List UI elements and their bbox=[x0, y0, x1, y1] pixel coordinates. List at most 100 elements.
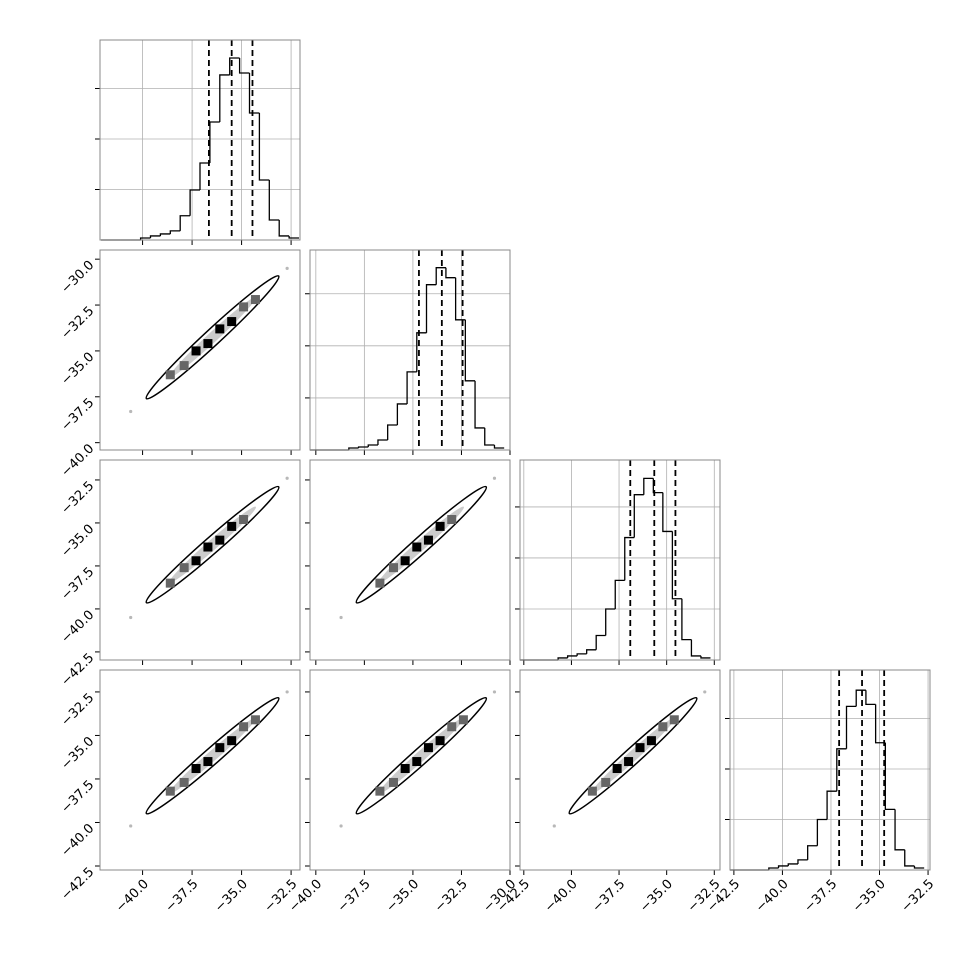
density-cell bbox=[635, 743, 645, 753]
density-cell bbox=[165, 370, 175, 380]
density-cell bbox=[646, 736, 656, 746]
histogram-step bbox=[258, 113, 270, 181]
x-tick-label: −35.0 bbox=[212, 877, 251, 916]
sample-point bbox=[129, 824, 133, 828]
density-cell bbox=[227, 521, 237, 531]
sample-point bbox=[285, 476, 289, 480]
x-tick-label: −35.0 bbox=[637, 877, 676, 916]
histogram-step bbox=[777, 865, 789, 868]
sample-point bbox=[552, 824, 556, 828]
histogram-step bbox=[595, 634, 606, 650]
x-tick-label: −37.5 bbox=[801, 877, 840, 916]
density-cell bbox=[239, 515, 249, 525]
x-tick-label: −40.0 bbox=[113, 877, 152, 916]
panel-frame bbox=[729, 669, 931, 871]
density-cell bbox=[165, 786, 175, 796]
histogram-step bbox=[377, 439, 388, 445]
y-tick-label: −32.5 bbox=[59, 304, 98, 343]
histogram-step bbox=[845, 705, 857, 749]
sample-point bbox=[129, 615, 133, 620]
histogram-step bbox=[169, 230, 181, 234]
y-tick-label: −30.0 bbox=[59, 258, 98, 297]
histogram-step bbox=[229, 57, 240, 75]
histogram-step bbox=[605, 608, 616, 636]
sample-point bbox=[703, 690, 707, 694]
density-cell bbox=[447, 722, 457, 732]
panel-frame bbox=[519, 669, 721, 871]
histogram-step bbox=[633, 494, 644, 538]
density-cell bbox=[215, 535, 225, 545]
histogram-step bbox=[662, 492, 673, 533]
density-cell bbox=[423, 743, 433, 753]
histogram-step bbox=[913, 865, 925, 869]
panel-frame bbox=[309, 459, 511, 661]
density-cell bbox=[215, 743, 225, 753]
histogram-step bbox=[238, 57, 250, 74]
density-cell bbox=[239, 302, 249, 312]
y-tick-label: −35.0 bbox=[59, 522, 98, 561]
x-tick-label: −32.5 bbox=[432, 877, 471, 916]
density-cell bbox=[658, 722, 668, 732]
y-tick-label: −35.0 bbox=[59, 734, 98, 773]
histogram-step bbox=[826, 790, 837, 820]
histogram-step bbox=[816, 818, 828, 846]
histogram-step bbox=[288, 235, 300, 239]
density-cell bbox=[250, 295, 260, 305]
histogram-step bbox=[189, 189, 200, 216]
x-tick-label: −35.0 bbox=[383, 877, 422, 916]
histogram-step bbox=[396, 403, 408, 425]
histogram-step bbox=[586, 649, 597, 654]
density-cell bbox=[215, 324, 225, 334]
histogram-step bbox=[406, 371, 417, 404]
density-cell bbox=[179, 361, 189, 371]
density-cell bbox=[179, 777, 189, 787]
histogram-step bbox=[643, 477, 654, 495]
sample-point bbox=[492, 476, 497, 480]
density-cell bbox=[612, 764, 622, 774]
y-tick-label: −37.5 bbox=[59, 565, 98, 604]
histogram-step bbox=[159, 233, 171, 236]
histogram-step bbox=[700, 655, 711, 659]
density-cell bbox=[388, 777, 398, 787]
histogram-step bbox=[836, 748, 847, 792]
density-cell bbox=[191, 764, 201, 774]
sample-point bbox=[339, 615, 343, 620]
panel-frame bbox=[309, 249, 511, 451]
density-cell bbox=[587, 786, 597, 796]
histogram-step bbox=[576, 653, 587, 656]
y-tick-label: −40.0 bbox=[59, 608, 98, 647]
density-cell bbox=[179, 563, 189, 573]
sample-point bbox=[492, 690, 497, 694]
histogram-step bbox=[566, 655, 578, 658]
density-cell bbox=[203, 757, 213, 767]
density-cell bbox=[165, 578, 175, 588]
density-cell bbox=[227, 736, 237, 746]
histogram-step bbox=[865, 690, 876, 705]
histogram-step bbox=[464, 319, 476, 382]
histogram-step bbox=[904, 849, 915, 867]
y-tick-label: −42.5 bbox=[59, 651, 98, 690]
histogram-step bbox=[557, 657, 568, 660]
density-cell bbox=[388, 563, 398, 573]
x-tick-label: −37.5 bbox=[335, 877, 374, 916]
histogram-step bbox=[219, 74, 230, 123]
histogram-step bbox=[894, 809, 905, 851]
density-cell bbox=[400, 556, 410, 566]
histogram-step bbox=[768, 867, 779, 870]
histogram-step bbox=[807, 845, 818, 860]
density-cell bbox=[435, 736, 445, 746]
histogram-step bbox=[681, 598, 692, 641]
histogram-step bbox=[855, 689, 866, 707]
histogram-step bbox=[425, 284, 437, 333]
y-tick-label: −40.0 bbox=[59, 821, 98, 860]
histogram-step bbox=[614, 579, 625, 609]
x-tick-label: −32.5 bbox=[899, 877, 938, 916]
histogram-step bbox=[474, 380, 485, 429]
density-cell bbox=[601, 777, 611, 787]
sample-point bbox=[129, 409, 133, 414]
histogram-step bbox=[624, 536, 635, 581]
sample-point bbox=[285, 266, 289, 270]
density-cell bbox=[203, 542, 213, 552]
histogram-step bbox=[248, 73, 260, 114]
